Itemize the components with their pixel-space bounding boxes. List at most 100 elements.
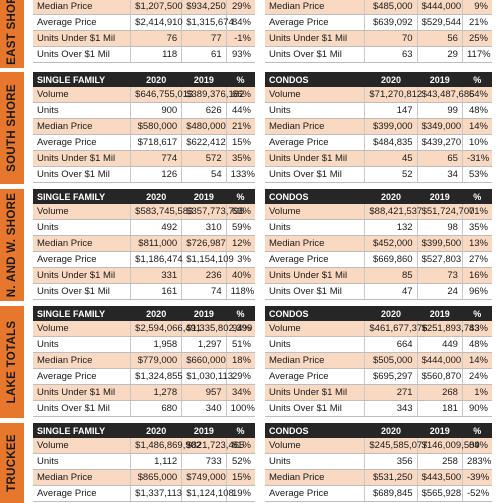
table-cell: $934,250 [181, 0, 227, 15]
table-cell: 52 [364, 166, 418, 183]
table-cell: -52% [462, 485, 492, 502]
table-cell: 94% [226, 321, 255, 337]
table-cell: $439,270 [417, 134, 463, 151]
column-header: 2020 [130, 306, 182, 321]
column-header: % [462, 423, 492, 438]
table-cell: 47 [364, 283, 418, 300]
table-header-row: SINGLE FAMILY 2020 2019% [33, 423, 255, 438]
table-cell: 63 [364, 46, 418, 63]
column-header: 2019 [417, 72, 463, 87]
table-cell: 181 [417, 400, 463, 417]
table-cell: $505,000 [364, 352, 418, 369]
row-label: Volume [265, 204, 366, 220]
row-label: Units [33, 453, 132, 470]
table-cell: 53% [462, 166, 492, 183]
table-cell: $689,845 [364, 485, 418, 502]
single-family-table: SINGLE FAMILY 2020 2019% Volume $2,594,066,4… [33, 306, 255, 417]
row-label: Median Price [33, 352, 132, 369]
table-row: Average Price $718,617 $622,412 15% [33, 134, 255, 151]
table-cell: 19% [226, 485, 255, 502]
table-row: Median Price $779,000 $660,000 18% [33, 352, 255, 369]
table-cell: 268 [417, 384, 463, 401]
table-cell: 12% [226, 235, 255, 252]
region-label-bar: EAST SHORE [0, 0, 24, 68]
table-cell: 59% [226, 219, 255, 236]
table-cell: $527,803 [417, 251, 463, 268]
region-label: TRUCKEE [6, 434, 18, 492]
column-header: % [462, 306, 492, 321]
table-row: Units 1,958 1,297 51% [33, 336, 255, 353]
row-label: Units Under $1 Mil [265, 150, 366, 167]
row-label: Median Price [265, 352, 366, 369]
condos-table: CONDOS 2020 2019% Volume $71,270,812 $43,487,… [265, 72, 492, 183]
table-cell: $865,000 [130, 469, 183, 486]
table-cell: 15% [226, 469, 255, 486]
table-cell: 626 [181, 102, 227, 119]
table-cell: $399,500 [417, 235, 463, 252]
table-cell: 18% [226, 352, 255, 369]
table-row: Volume $71,270,812 $43,487,685 64% [265, 87, 492, 103]
table-row: Units Under $1 Mil 331 236 40% [33, 267, 255, 284]
row-label: Average Price [265, 14, 366, 31]
row-label: Units Under $1 Mil [265, 30, 366, 47]
table-cell: 24 [417, 283, 463, 300]
section-east-shore: EAST SHORE SINGLE FAMILY20202019%Median … [0, 0, 500, 68]
row-label: Average Price [265, 368, 366, 385]
table-cell: 44% [226, 102, 255, 119]
table-row: Average Price $1,324,855 $1,030,113 29% [33, 368, 255, 385]
table-cell: $146,009,509 [417, 438, 480, 454]
region-label: SOUTH SHORE [6, 84, 18, 172]
table-cell: $1,315,674 [181, 14, 234, 31]
table-cell: $71,270,812 [364, 87, 422, 103]
table-cell: 27% [462, 251, 492, 268]
table-row: Median Price $1,207,500 $934,250 29% [33, 0, 255, 15]
row-label: Median Price [33, 235, 132, 252]
table-header-row: CONDOS 2020 2019% [265, 72, 492, 87]
column-header: % [226, 423, 255, 438]
table-row: Volume $583,745,583 $357,773,798 63% [33, 204, 255, 220]
table-cell: 310 [181, 219, 227, 236]
table-cell: 81% [226, 438, 255, 454]
table-row: Volume $461,677,376 $251,893,743 83% [265, 321, 492, 337]
table-cell: 10% [462, 134, 492, 151]
table-cell: 1% [462, 384, 492, 401]
table-cell: $646,755,013 [130, 87, 193, 103]
row-label: Average Price [265, 485, 366, 502]
table-row: Average Price $1,186,474 $1,154,109 3% [33, 251, 255, 268]
table-cell: 340 [181, 400, 227, 417]
table-row: Units Over $1 Mil 47 24 96% [265, 283, 492, 300]
row-label: Units Under $1 Mil [33, 267, 132, 284]
column-header: 2019 [181, 306, 227, 321]
table-cell: $444,000 [417, 0, 463, 15]
table-cell: $779,000 [130, 352, 183, 369]
row-label: Volume [33, 87, 132, 103]
table-cell: $622,412 [181, 134, 227, 151]
row-label: Volume [33, 321, 132, 337]
region-label: LAKE TOTALS [6, 320, 18, 404]
table-row: Units Over $1 Mil 126 54 133% [33, 166, 255, 183]
table-row: Units Under $1 Mil 76 77 -1% [33, 30, 255, 47]
table-cell: 1,278 [130, 384, 183, 401]
table-header-row: SINGLE FAMILY 2020 2019% [33, 306, 255, 321]
table-row: Units Over $1 Mil 63 29 117% [265, 46, 492, 63]
row-label: Units Under $1 Mil [265, 267, 366, 284]
table-cell: 343 [364, 400, 418, 417]
table-cell: $583,745,583 [130, 204, 193, 220]
single-family-table: SINGLE FAMILY 2020 2019% Volume $583,745,583… [33, 189, 255, 300]
table-row: Volume $1,486,869,902 $821,723,465 81% [33, 438, 255, 454]
table-cell: 48% [462, 102, 492, 119]
row-label: Units [33, 219, 132, 236]
table-row: Median Price $399,000 $349,000 14% [265, 118, 492, 135]
table-cell: 96% [462, 283, 492, 300]
row-label: Median Price [265, 0, 366, 15]
row-label: Median Price [265, 235, 366, 252]
column-header: % [462, 189, 492, 204]
row-label: Units [33, 102, 132, 119]
table-cell: $1,030,113 [181, 368, 233, 385]
column-header: 2019 [417, 423, 463, 438]
column-header: % [226, 189, 255, 204]
table-cell: 71% [462, 204, 492, 220]
table-cell: $1,124,108 [181, 485, 234, 502]
table-cell: 83% [462, 321, 492, 337]
